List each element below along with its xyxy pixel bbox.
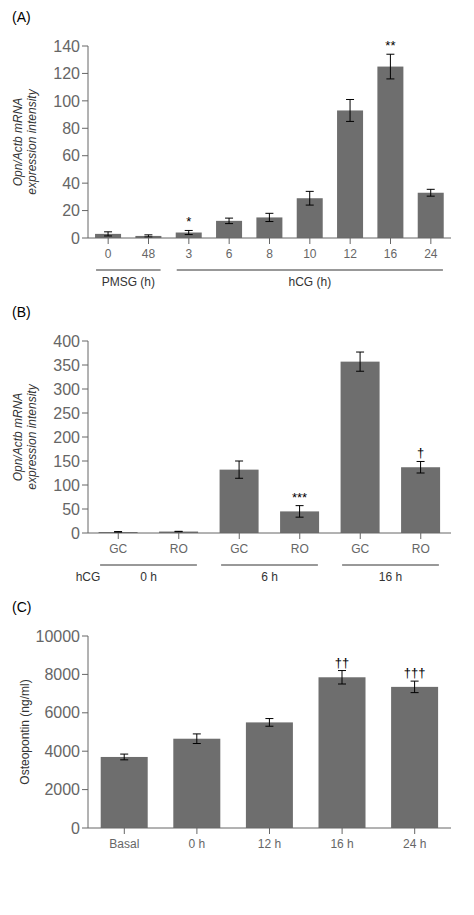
svg-text:60: 60 [62,147,80,164]
svg-text:48: 48 [142,247,156,261]
svg-text:0: 0 [71,230,80,247]
svg-text:24 h: 24 h [403,837,426,851]
svg-text:0: 0 [71,525,80,542]
svg-text:16: 16 [384,247,398,261]
svg-text:RO: RO [412,542,430,556]
svg-text:16 h: 16 h [379,570,402,584]
svg-text:2000: 2000 [44,781,80,798]
svg-text:**: ** [385,38,395,53]
svg-text:0: 0 [71,820,80,837]
svg-text:20: 20 [62,202,80,219]
svg-text:Osteopontin (ng/ml): Osteopontin (ng/ml) [18,679,32,784]
html-text:(A): (A) [12,9,31,25]
svg-text:100: 100 [53,477,80,494]
svg-text:4000: 4000 [44,743,80,760]
svg-text:Opn/Actb mRNAexpression intens: Opn/Actb mRNAexpression intensity [11,383,39,489]
svg-text:80: 80 [62,120,80,137]
svg-text:hCG (h): hCG (h) [288,275,331,289]
svg-text:10: 10 [303,247,317,261]
svg-text:12 h: 12 h [258,837,281,851]
svg-text:10000: 10000 [36,628,81,645]
svg-text:Opn/Actb mRNAexpression intens: Opn/Actb mRNAexpression intensity [11,88,39,194]
svg-text:*: * [186,214,191,229]
svg-text:8000: 8000 [44,666,80,683]
svg-text:hCG: hCG [76,570,101,584]
svg-text:†††: ††† [404,665,426,680]
svg-text:0: 0 [105,247,112,261]
svg-text:200: 200 [53,429,80,446]
svg-text:150: 150 [53,453,80,470]
svg-text:GC: GC [351,542,369,556]
svg-text:RO: RO [291,542,309,556]
svg-text:400: 400 [53,333,80,350]
svg-text:120: 120 [53,65,80,82]
svg-text:***: *** [292,490,307,505]
svg-text:100: 100 [53,93,80,110]
svg-text:50: 50 [62,501,80,518]
svg-text:6000: 6000 [44,704,80,721]
html-text:(C): (C) [12,599,32,615]
svg-text:GC: GC [109,542,127,556]
svg-text:0 h: 0 h [189,837,206,851]
svg-text:16 h: 16 h [330,837,353,851]
svg-text:GC: GC [230,542,248,556]
svg-text:0 h: 0 h [140,570,157,584]
svg-text:12: 12 [343,247,357,261]
svg-text:140: 140 [53,38,80,55]
svg-text:PMSG (h): PMSG (h) [102,275,155,289]
svg-text:3: 3 [185,247,192,261]
svg-text:40: 40 [62,175,80,192]
svg-text:Basal: Basal [109,837,139,851]
svg-text:6: 6 [226,247,233,261]
svg-text:†: † [417,445,424,460]
svg-text:300: 300 [53,381,80,398]
svg-text:350: 350 [53,357,80,374]
svg-text:6 h: 6 h [261,570,278,584]
svg-text:250: 250 [53,405,80,422]
html-text:(B): (B) [12,304,31,320]
svg-text:24: 24 [424,247,438,261]
svg-text:RO: RO [170,542,188,556]
svg-text:8: 8 [266,247,273,261]
svg-text:††: †† [335,655,349,670]
